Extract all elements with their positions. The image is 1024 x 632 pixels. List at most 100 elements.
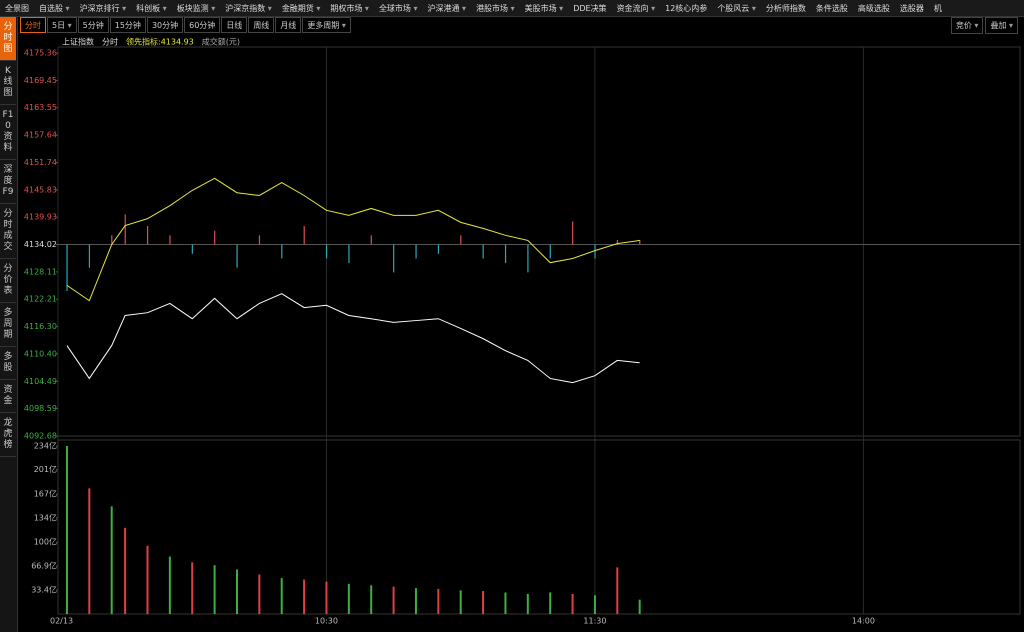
legend-entry: 上证指数 bbox=[62, 37, 94, 47]
sidebar-tab[interactable]: 分时成交 bbox=[0, 204, 16, 259]
indicator-bar bbox=[325, 244, 328, 259]
period-button[interactable]: 30分钟 bbox=[146, 17, 184, 33]
menu-item[interactable]: 金融期货 bbox=[277, 0, 326, 16]
volume-bar bbox=[65, 446, 68, 614]
volume-bar bbox=[370, 585, 373, 614]
sidebar-tab[interactable]: 资金 bbox=[0, 380, 16, 413]
period-button[interactable]: 周线 bbox=[248, 17, 275, 33]
period-button[interactable]: 日线 bbox=[221, 17, 248, 33]
y-tick-label: 4134.02 bbox=[24, 240, 57, 249]
indicator-bar bbox=[348, 244, 350, 264]
menu-item[interactable]: 分析师指数 bbox=[765, 4, 806, 13]
indicator-bar bbox=[415, 244, 417, 259]
menu-item[interactable]: 沪深京排行 bbox=[75, 0, 132, 16]
volume-bar bbox=[213, 565, 216, 614]
sidebar-tab[interactable]: 龙虎榜 bbox=[0, 413, 16, 457]
volume-bar bbox=[616, 567, 619, 614]
volume-bar bbox=[593, 595, 596, 614]
indicator-bar bbox=[191, 244, 193, 254]
y-tick-label: 33.4亿 bbox=[31, 585, 57, 595]
period-button[interactable]: 月线 bbox=[275, 17, 302, 33]
y-tick-label: 167亿 bbox=[34, 489, 57, 499]
menu-item[interactable]: 机 bbox=[933, 4, 942, 13]
indicator-bar bbox=[616, 239, 619, 245]
period-button[interactable]: 5分钟 bbox=[77, 17, 109, 33]
menu-item[interactable]: 12核心内参 bbox=[665, 4, 708, 13]
volume-bar bbox=[571, 593, 574, 614]
price-pane bbox=[57, 46, 1021, 437]
menu-item[interactable]: 条件选股 bbox=[815, 4, 848, 13]
y-tick-label: 234亿 bbox=[34, 441, 57, 451]
volume-bar bbox=[110, 506, 113, 614]
x-tick-label: 14:00 bbox=[852, 617, 875, 626]
sidebar-tab[interactable]: 多周期 bbox=[0, 303, 16, 347]
menu-item[interactable]: 板块监测 bbox=[172, 0, 221, 16]
legend-entry: 领先指标:4134.93 bbox=[126, 37, 194, 47]
indicator-bar bbox=[370, 235, 372, 245]
indicator-bar bbox=[639, 239, 641, 245]
indicator-bar bbox=[594, 244, 596, 259]
sidebar-tab[interactable]: 分时图 bbox=[0, 17, 16, 61]
indicator-bar bbox=[111, 235, 113, 245]
indicator-bar bbox=[549, 244, 551, 259]
volume-bar bbox=[504, 592, 507, 614]
indicator-bar bbox=[258, 235, 261, 245]
sidebar-tab[interactable]: 深度F9 bbox=[0, 160, 16, 204]
indicator-bar bbox=[572, 221, 574, 245]
menu-item[interactable]: 科创板 bbox=[131, 0, 172, 16]
volume-bar bbox=[280, 578, 283, 614]
period-button[interactable]: 60分钟 bbox=[184, 17, 221, 33]
menu-item[interactable]: 选股器 bbox=[899, 4, 924, 13]
period-button[interactable]: 5日 bbox=[47, 17, 77, 33]
menu-item[interactable]: 全景图 bbox=[5, 4, 29, 13]
tool-button[interactable]: 竞价 bbox=[950, 17, 984, 34]
y-tick-label: 4128.11 bbox=[24, 267, 57, 276]
indicator-bar bbox=[504, 244, 507, 264]
sidebar: 分时图 K线图 F10资料 深度F9 分时成交 分价表 多周期 多股 资金 龙虎榜 bbox=[0, 17, 18, 632]
volume-bar bbox=[549, 592, 552, 614]
menu-item[interactable]: 沪深港通 bbox=[423, 0, 472, 16]
menu-item[interactable]: 港股市场 bbox=[471, 0, 520, 16]
menu-item[interactable]: 沪深京指数 bbox=[220, 0, 277, 16]
legend-entry: 成交额(元) bbox=[202, 37, 240, 47]
menu-item[interactable]: 资金流向 bbox=[612, 0, 661, 16]
menu-item[interactable]: 自选股 bbox=[34, 0, 75, 16]
menu-item[interactable]: 个股风云 bbox=[712, 0, 761, 16]
sidebar-tab[interactable]: 分价表 bbox=[0, 259, 16, 303]
menu-item[interactable]: 美股市场 bbox=[520, 0, 569, 16]
volume-bar bbox=[482, 591, 485, 614]
volume-bar bbox=[146, 545, 149, 614]
indicator-bar bbox=[482, 244, 484, 259]
indicator-bar bbox=[281, 244, 283, 259]
volume-bar bbox=[526, 593, 529, 614]
volume-bar bbox=[459, 590, 462, 614]
volume-bar bbox=[124, 527, 127, 614]
sidebar-tab[interactable]: F10资料 bbox=[0, 105, 16, 160]
y-tick-label: 4110.40 bbox=[24, 349, 57, 358]
indicator-bar bbox=[236, 244, 238, 268]
volume-bar bbox=[191, 562, 194, 614]
indicator-bar bbox=[146, 226, 149, 245]
menu-item[interactable]: 高级选股 bbox=[857, 4, 890, 13]
period-button[interactable]: 更多周期 bbox=[302, 17, 351, 33]
volume-bar bbox=[303, 579, 306, 614]
y-tick-label: 4104.49 bbox=[24, 377, 57, 386]
volume-bar bbox=[392, 586, 395, 614]
period-button[interactable]: 分时 bbox=[20, 17, 46, 33]
tool-button[interactable]: 叠加 bbox=[985, 17, 1018, 34]
indicator-bar bbox=[66, 244, 68, 291]
menu-item[interactable]: 期权市场 bbox=[325, 0, 374, 16]
volume-bar bbox=[258, 574, 261, 614]
volume-bar bbox=[347, 583, 350, 614]
period-button[interactable]: 15分钟 bbox=[109, 17, 146, 33]
sidebar-tab[interactable]: 多股 bbox=[0, 347, 16, 380]
indicator-bar bbox=[393, 244, 395, 273]
menu-item[interactable]: DDE决策 bbox=[573, 4, 607, 13]
y-tick-label: 4169.45 bbox=[24, 76, 57, 85]
x-tick-label: 10:30 bbox=[315, 617, 338, 626]
menu-item[interactable]: 全球市场 bbox=[374, 0, 423, 16]
volume-bar bbox=[638, 599, 641, 614]
menu-bar: 全景图自选股沪深京排行科创板板块监测沪深京指数金融期货期权市场全球市场沪深港通港… bbox=[0, 0, 1024, 17]
sidebar-tab[interactable]: K线图 bbox=[0, 61, 16, 105]
y-tick-label: 66.9亿 bbox=[31, 560, 57, 570]
